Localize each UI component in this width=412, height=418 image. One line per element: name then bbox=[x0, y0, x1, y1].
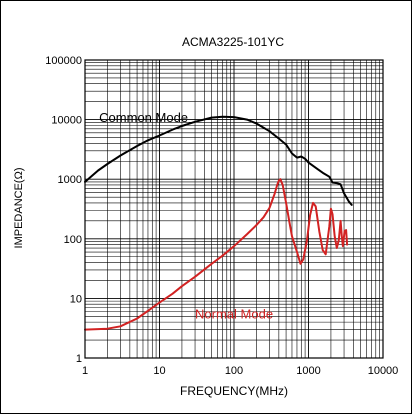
series-lines bbox=[84, 115, 353, 331]
x-tick-label: 1000 bbox=[296, 365, 320, 377]
y-tick-label: 1000 bbox=[58, 174, 82, 186]
series-labels: Common Mode Normal Mode bbox=[99, 110, 273, 321]
x-axis-label: FREQUENCY(MHz) bbox=[180, 384, 288, 398]
y-tick-label: 10 bbox=[70, 293, 82, 305]
y-tick-label: 100 bbox=[64, 234, 82, 246]
y-tick-label: 1 bbox=[76, 353, 82, 365]
plot-area-border bbox=[84, 59, 384, 359]
x-tick-label: 100 bbox=[225, 365, 243, 377]
series-label-normal-mode: Normal Mode bbox=[195, 306, 273, 321]
x-tick-label: 10 bbox=[153, 365, 165, 377]
chart-title: ACMA3225-101YC bbox=[182, 35, 284, 49]
grid bbox=[84, 60, 383, 359]
y-axis-label: IMPEDANCE(Ω) bbox=[13, 168, 25, 249]
x-tick-label: 1 bbox=[82, 365, 88, 377]
x-tick-label: 10000 bbox=[368, 365, 399, 377]
tick-labels: 1 10 100 1000 10000 1 10 100 1000 10000 100000 bbox=[45, 55, 398, 377]
series-label-common-mode: Common Mode bbox=[99, 110, 188, 125]
series-line-common-mode bbox=[84, 115, 353, 206]
y-tick-label: 100000 bbox=[45, 55, 82, 67]
y-tick-label: 10000 bbox=[51, 115, 82, 127]
series-line-normal-mode bbox=[84, 178, 349, 331]
